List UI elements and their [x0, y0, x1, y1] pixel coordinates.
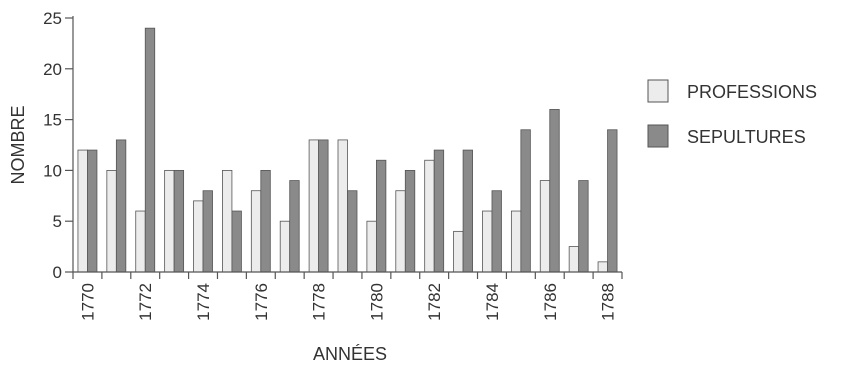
bar-professions-1779	[337, 139, 348, 273]
x-axis: 1770 1772 1774 1776 1778 1780 1782 1784 1786 1788	[72, 271, 623, 321]
legend-swatch-professions	[647, 79, 669, 103]
bar-sepultures-1784	[491, 190, 502, 273]
bar-sepultures-1775	[231, 210, 242, 273]
bar-sepultures-1788	[607, 129, 618, 273]
bar-sepultures-1787	[578, 180, 589, 273]
y-tick-label: 0	[53, 263, 62, 282]
bar-professions-1776	[250, 190, 262, 273]
bar-sepultures-1782	[433, 149, 445, 273]
x-tick-label: 1770	[78, 283, 97, 321]
x-tick-label: 1780	[367, 283, 386, 321]
bar-sepultures-1780	[375, 159, 387, 273]
x-tick-label: 1786	[541, 283, 560, 321]
legend-label-sepultures: SEPULTURES	[687, 127, 806, 147]
y-tick-label: 20	[43, 60, 62, 79]
legend-label-professions: PROFESSIONS	[687, 82, 817, 102]
bar-sepultures-1783	[462, 149, 473, 273]
bar-sepultures-1778	[318, 139, 329, 273]
bar-professions-1783	[453, 230, 464, 273]
y-tick-label: 5	[53, 212, 62, 231]
bar-professions-1773	[164, 169, 175, 273]
bar-sepultures-1773	[173, 169, 185, 273]
bar-sepultures-1776	[260, 169, 271, 273]
y-tick-label: 25	[43, 9, 62, 28]
bar-sepultures-1785	[520, 129, 531, 273]
bar-sepultures-1777	[289, 180, 300, 273]
y-tick-label: 10	[43, 161, 62, 180]
bar-sepultures-1770	[87, 149, 98, 273]
y-axis-title: NOMBRE	[8, 105, 28, 184]
bar-professions-1777	[279, 220, 291, 273]
x-tick-label: 1782	[425, 283, 444, 321]
bar-sepultures-1772	[144, 27, 156, 273]
bar-sepultures-1786	[549, 109, 560, 273]
bar-sepultures-1781	[404, 169, 416, 273]
bar-professions-1778	[308, 139, 320, 273]
x-tick-label: 1788	[599, 283, 618, 321]
legend-swatch-sepultures	[647, 124, 669, 148]
bar-sepultures-1774	[202, 190, 213, 273]
bar-professions-1774	[193, 200, 204, 273]
bar-professions-1775	[222, 169, 233, 273]
bar-professions-1784	[482, 210, 493, 273]
bar-professions-1781	[395, 190, 406, 273]
bar-professions-1785	[510, 210, 522, 273]
x-tick-label: 1784	[483, 283, 502, 321]
bar-professions-1788	[597, 261, 608, 273]
bar-professions-1787	[568, 246, 580, 273]
x-tick-label: 1776	[252, 283, 271, 321]
bar-professions-1772	[135, 210, 146, 273]
bar-professions-1780	[366, 220, 377, 273]
x-tick-label: 1772	[136, 283, 155, 321]
bar-professions-1770	[77, 149, 88, 273]
bar-sepultures-1771	[115, 139, 127, 273]
bar-professions-1782	[424, 159, 435, 273]
y-axis: 0 5 10 15 20 25	[43, 9, 74, 282]
y-tick-label: 15	[43, 111, 62, 130]
legend: PROFESSIONS SEPULTURES	[647, 79, 817, 148]
x-tick-label: 1774	[194, 283, 213, 321]
bar-professions-1786	[539, 180, 551, 273]
plot-area	[77, 27, 618, 273]
x-tick-label: 1778	[310, 283, 329, 321]
bar-sepultures-1779	[347, 190, 358, 273]
x-axis-title: ANNÉES	[313, 344, 387, 364]
bar-professions-1771	[106, 169, 117, 273]
